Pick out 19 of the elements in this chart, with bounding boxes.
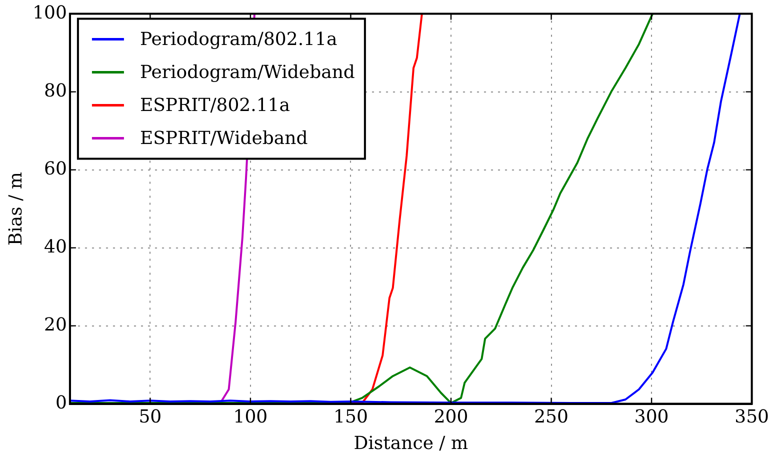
x-tick-label: 100 — [233, 406, 268, 428]
x-tick-label: 350 — [734, 406, 769, 428]
x-tick-label: 150 — [334, 406, 368, 428]
legend-label: Periodogram/802.11a — [140, 28, 338, 50]
x-axis-title: Distance / m — [354, 432, 468, 454]
y-tick-label: 40 — [44, 236, 67, 258]
legend-label: Periodogram/Wideband — [140, 62, 355, 83]
x-tick-label: 200 — [434, 406, 468, 428]
y-axis-title: Bias / m — [5, 172, 26, 246]
x-tick-label: 300 — [634, 406, 669, 428]
y-tick-label: 20 — [44, 314, 67, 336]
y-tick-label: 80 — [44, 80, 67, 102]
y-tick-label: 100 — [32, 2, 67, 24]
y-tick-label: 0 — [56, 392, 67, 414]
legend-label: ESPRIT/Wideband — [140, 128, 308, 149]
x-tick-label: 50 — [138, 406, 162, 428]
x-tick-label: 250 — [534, 406, 568, 428]
y-tick-label: 60 — [44, 158, 67, 180]
legend-label: ESPRIT/802.11a — [140, 94, 290, 116]
